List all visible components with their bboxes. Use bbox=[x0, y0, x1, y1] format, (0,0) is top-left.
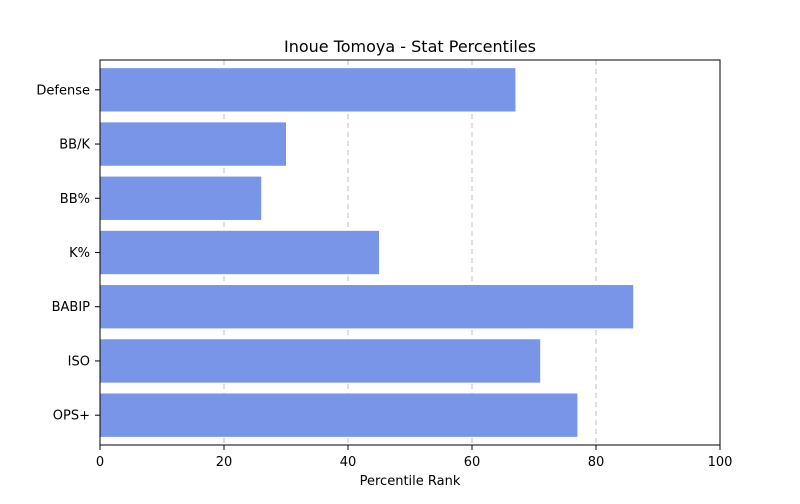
x-tick-label: 60 bbox=[464, 455, 481, 470]
x-axis-ticks: 0 20 40 60 80 100 bbox=[96, 445, 733, 470]
y-axis-ticks: Defense BB/K BB% K% BABIP ISO OPS+ bbox=[36, 83, 100, 424]
x-tick-label: 100 bbox=[708, 455, 733, 470]
bar-k bbox=[100, 230, 379, 275]
y-tick-label: ISO bbox=[68, 354, 90, 369]
bar-bb bbox=[100, 176, 262, 220]
y-tick-label: BB/K bbox=[59, 138, 90, 153]
bar-defense bbox=[100, 68, 516, 112]
y-tick-label: Defense bbox=[36, 83, 90, 98]
y-tick-label: K% bbox=[69, 246, 90, 261]
y-tick-label: BB% bbox=[60, 192, 90, 207]
x-tick-label: 20 bbox=[216, 455, 233, 470]
x-tick-label: 0 bbox=[96, 455, 104, 470]
x-tick-label: 80 bbox=[588, 455, 605, 470]
y-tick-label: OPS+ bbox=[53, 409, 90, 424]
bar-babip bbox=[100, 285, 634, 329]
x-axis-label: Percentile Rank bbox=[360, 474, 461, 489]
x-tick-label: 40 bbox=[340, 455, 357, 470]
chart-title: Inoue Tomoya - Stat Percentiles bbox=[284, 37, 536, 56]
bar-bb-k bbox=[100, 122, 286, 166]
bars bbox=[100, 68, 634, 437]
y-tick-label: BABIP bbox=[52, 300, 91, 315]
bar-ops bbox=[100, 393, 578, 437]
bar-iso bbox=[100, 339, 541, 383]
